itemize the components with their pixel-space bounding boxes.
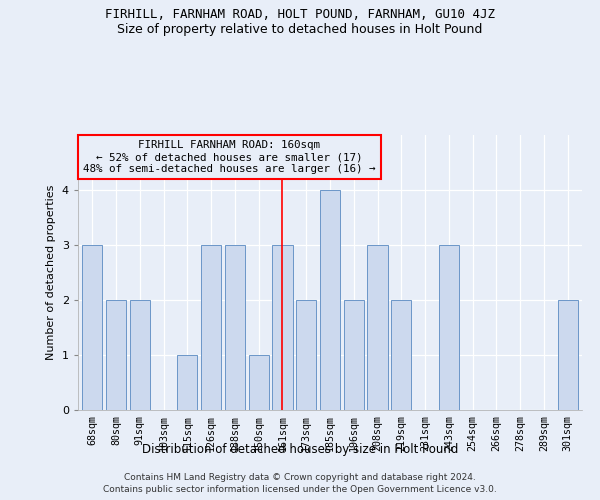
Bar bbox=[367, 245, 388, 410]
Text: Size of property relative to detached houses in Holt Pound: Size of property relative to detached ho… bbox=[118, 22, 482, 36]
Bar bbox=[272, 245, 293, 410]
Text: Contains public sector information licensed under the Open Government Licence v3: Contains public sector information licen… bbox=[103, 485, 497, 494]
Bar bbox=[557, 300, 578, 410]
Y-axis label: Number of detached properties: Number of detached properties bbox=[46, 185, 56, 360]
Bar bbox=[320, 190, 340, 410]
Bar bbox=[296, 300, 316, 410]
Bar bbox=[130, 300, 150, 410]
Text: FIRHILL, FARNHAM ROAD, HOLT POUND, FARNHAM, GU10 4JZ: FIRHILL, FARNHAM ROAD, HOLT POUND, FARNH… bbox=[105, 8, 495, 20]
Bar bbox=[225, 245, 245, 410]
Text: Distribution of detached houses by size in Holt Pound: Distribution of detached houses by size … bbox=[142, 442, 458, 456]
Bar bbox=[82, 245, 103, 410]
Bar bbox=[106, 300, 126, 410]
Text: FIRHILL FARNHAM ROAD: 160sqm
← 52% of detached houses are smaller (17)
48% of se: FIRHILL FARNHAM ROAD: 160sqm ← 52% of de… bbox=[83, 140, 376, 173]
Bar bbox=[391, 300, 412, 410]
Bar bbox=[344, 300, 364, 410]
Bar bbox=[248, 355, 269, 410]
Bar bbox=[177, 355, 197, 410]
Text: Contains HM Land Registry data © Crown copyright and database right 2024.: Contains HM Land Registry data © Crown c… bbox=[124, 472, 476, 482]
Bar bbox=[201, 245, 221, 410]
Bar bbox=[439, 245, 459, 410]
